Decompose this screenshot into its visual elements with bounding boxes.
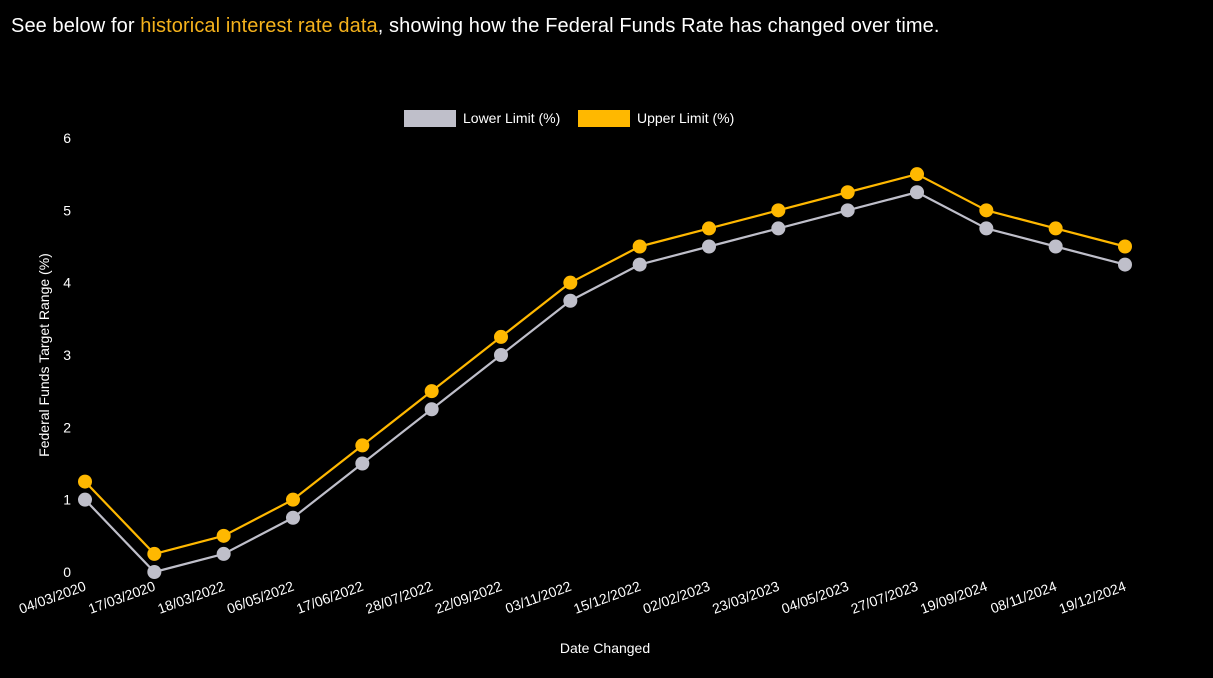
legend-swatch: [578, 110, 630, 127]
y-tick-label: 2: [63, 419, 71, 435]
y-tick-label: 5: [63, 202, 71, 218]
data-point[interactable]: [632, 239, 647, 254]
legend-swatch: [404, 110, 456, 127]
x-tick-label: 04/03/2020: [17, 578, 89, 617]
data-point[interactable]: [702, 239, 716, 254]
y-tick-label: 1: [63, 492, 71, 508]
data-point[interactable]: [494, 329, 508, 344]
data-point[interactable]: [1118, 257, 1132, 272]
y-axis: 0 1 2 3 4 5 6: [63, 130, 71, 580]
legend-label: Upper Limit (%): [637, 110, 734, 126]
x-tick-label: 03/11/2022: [503, 578, 574, 617]
x-tick-label: 06/05/2022: [225, 578, 297, 617]
data-point[interactable]: [563, 275, 578, 290]
data-point[interactable]: [78, 492, 92, 507]
data-point[interactable]: [979, 203, 994, 218]
x-tick-label: 17/06/2022: [294, 578, 366, 617]
data-point[interactable]: [147, 565, 162, 579]
data-point[interactable]: [216, 528, 231, 543]
data-point[interactable]: [286, 492, 300, 507]
chart-legend[interactable]: Lower Limit (%) Upper Limit (%): [404, 110, 734, 127]
data-point[interactable]: [424, 402, 439, 417]
series-lower-limit: [78, 185, 1132, 579]
x-tick-label: 28/07/2022: [363, 578, 435, 617]
data-point[interactable]: [910, 185, 924, 200]
data-point[interactable]: [632, 257, 647, 272]
headline-text-after: , showing how the Federal Funds Rate has…: [377, 15, 940, 37]
x-tick-label: 18/03/2022: [155, 578, 227, 617]
x-tick-label: 22/09/2022: [433, 578, 505, 617]
x-tick-label: 19/09/2024: [918, 578, 990, 617]
data-point[interactable]: [147, 546, 162, 561]
data-point[interactable]: [216, 546, 231, 561]
data-point[interactable]: [355, 456, 370, 471]
data-point[interactable]: [78, 474, 92, 489]
series-line: [84, 173, 1126, 556]
series-line: [84, 191, 1126, 574]
legend-item[interactable]: Upper Limit (%): [578, 110, 734, 127]
data-point[interactable]: [771, 203, 786, 218]
x-tick-label: 17/03/2020: [86, 578, 158, 617]
x-axis-title: Date Changed: [560, 640, 650, 656]
data-point[interactable]: [1118, 239, 1132, 254]
x-tick-label: 27/07/2023: [849, 578, 921, 617]
headline-text-before: See below for: [11, 15, 141, 37]
x-tick-label: 04/05/2023: [779, 578, 851, 617]
data-point[interactable]: [702, 221, 716, 236]
legend-item[interactable]: Lower Limit (%): [404, 110, 560, 127]
data-point[interactable]: [1048, 239, 1063, 254]
data-point[interactable]: [771, 221, 786, 236]
data-point[interactable]: [910, 167, 924, 182]
data-point[interactable]: [563, 293, 578, 308]
data-point[interactable]: [355, 438, 370, 453]
legend-label: Lower Limit (%): [463, 110, 560, 126]
y-tick-label: 6: [63, 130, 71, 146]
data-point[interactable]: [494, 348, 508, 362]
historical-data-link[interactable]: historical interest rate data: [140, 15, 378, 37]
x-tick-label: 15/12/2022: [571, 578, 643, 617]
y-axis-title: Federal Funds Target Range (%): [36, 253, 52, 457]
data-point[interactable]: [424, 384, 439, 399]
data-point[interactable]: [979, 221, 994, 236]
y-tick-label: 0: [63, 564, 71, 580]
x-tick-label: 23/03/2023: [710, 578, 782, 617]
x-tick-label: 08/11/2024: [988, 578, 1059, 617]
y-tick-label: 4: [63, 275, 71, 291]
data-point[interactable]: [286, 510, 300, 525]
x-tick-label: 19/12/2024: [1057, 578, 1129, 617]
page-headline: See below for historical interest rate d…: [11, 15, 940, 38]
data-point[interactable]: [840, 185, 855, 200]
x-tick-label: 02/02/2023: [641, 578, 713, 617]
data-point[interactable]: [840, 203, 855, 218]
data-point[interactable]: [1048, 221, 1063, 236]
y-tick-label: 3: [63, 347, 71, 363]
chart-series: [78, 167, 1132, 579]
series-upper-limit: [78, 167, 1132, 561]
x-axis: 04/03/202017/03/202018/03/202206/05/2022…: [17, 578, 1129, 617]
